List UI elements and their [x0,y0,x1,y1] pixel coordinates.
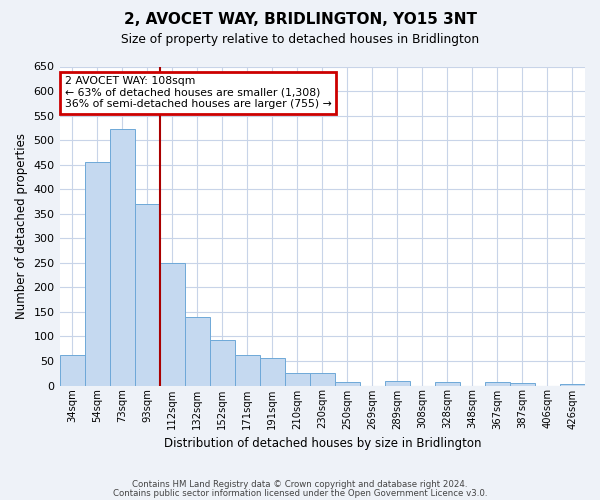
Bar [285,373,310,386]
Bar [335,382,360,386]
Text: Contains public sector information licensed under the Open Government Licence v3: Contains public sector information licen… [113,489,487,498]
Bar [160,264,185,386]
Bar [235,355,260,386]
Bar [560,384,585,386]
Bar [510,383,535,386]
Bar [260,358,285,386]
Bar [85,162,110,386]
X-axis label: Distribution of detached houses by size in Bridlington: Distribution of detached houses by size … [164,437,481,450]
Bar [134,204,160,386]
Bar [209,340,235,386]
Bar [310,373,335,386]
Bar [485,382,510,386]
Bar [110,130,134,386]
Text: 2 AVOCET WAY: 108sqm
← 63% of detached houses are smaller (1,308)
36% of semi-de: 2 AVOCET WAY: 108sqm ← 63% of detached h… [65,76,332,110]
Bar [435,382,460,386]
Text: Contains HM Land Registry data © Crown copyright and database right 2024.: Contains HM Land Registry data © Crown c… [132,480,468,489]
Bar [385,380,410,386]
Text: Size of property relative to detached houses in Bridlington: Size of property relative to detached ho… [121,32,479,46]
Text: 2, AVOCET WAY, BRIDLINGTON, YO15 3NT: 2, AVOCET WAY, BRIDLINGTON, YO15 3NT [124,12,476,28]
Bar [59,355,85,386]
Y-axis label: Number of detached properties: Number of detached properties [15,133,28,319]
Bar [185,317,209,386]
